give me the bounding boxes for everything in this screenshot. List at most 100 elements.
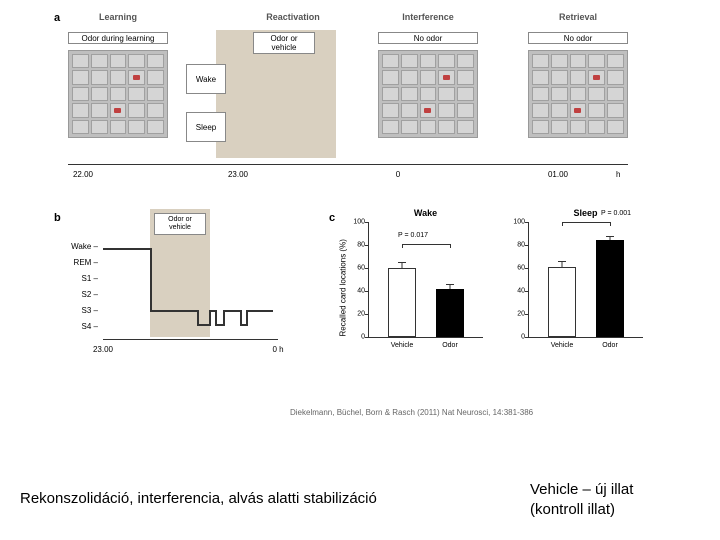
y-tick: 60: [505, 265, 525, 272]
panel-b-label: b: [54, 212, 61, 224]
card-cell: [438, 103, 455, 117]
y-tick-mark: [525, 222, 528, 223]
card-cell: [91, 87, 108, 101]
card-cell: [382, 70, 399, 84]
card-cell: [110, 103, 127, 117]
card-cell: [438, 87, 455, 101]
card-cell: [401, 87, 418, 101]
y-tick: 40: [345, 288, 365, 295]
panel-b: b Odor or vehicle Wake –REM –S1 –S2 –S3 …: [68, 217, 298, 372]
card-cell: [420, 103, 437, 117]
bar-label: Vehicle: [551, 342, 574, 349]
y-tick: 0: [505, 334, 525, 341]
condition-box: Odor or vehicle: [253, 32, 315, 54]
card-cell: [588, 87, 605, 101]
caption-right-line2: (kontroll illat): [530, 501, 615, 518]
card-cell: [438, 54, 455, 68]
hypno-stage-label: S3 –: [68, 306, 98, 315]
p-value: P = 0.001: [601, 210, 631, 217]
card-cell: [91, 120, 108, 134]
y-tick-mark: [365, 245, 368, 246]
card-cell: [570, 54, 587, 68]
card-grid: [378, 50, 478, 138]
x-tick: 0: [396, 170, 400, 179]
panel-c-label: c: [329, 212, 335, 224]
card-cell: [532, 103, 549, 117]
card-cell: [382, 120, 399, 134]
y-tick: 80: [505, 242, 525, 249]
card-cell: [532, 120, 549, 134]
p-bracket-leg: [610, 222, 611, 226]
y-tick: 60: [345, 265, 365, 272]
x-unit: h: [616, 170, 620, 179]
condition-box: No odor: [378, 32, 478, 44]
y-tick-mark: [525, 245, 528, 246]
x-tick: 22.00: [73, 170, 93, 179]
card-cell: [72, 120, 89, 134]
card-cell: [110, 70, 127, 84]
card-cell: [420, 54, 437, 68]
card-cell: [72, 70, 89, 84]
card-cell: [532, 87, 549, 101]
card-cell: [128, 120, 145, 134]
bar-label: Vehicle: [391, 342, 414, 349]
card-cell: [128, 70, 145, 84]
card-cell: [72, 54, 89, 68]
card-cell: [401, 54, 418, 68]
card-cell: [382, 103, 399, 117]
card-mark-icon: [443, 75, 450, 80]
bar-label: Odor: [442, 342, 458, 349]
card-cell: [588, 103, 605, 117]
card-mark-icon: [574, 108, 581, 113]
y-tick-mark: [365, 268, 368, 269]
card-cell: [382, 87, 399, 101]
citation-text: Diekelmann, Büchel, Born & Rasch (2011) …: [290, 408, 533, 417]
card-cell: [91, 70, 108, 84]
y-tick-mark: [525, 337, 528, 338]
y-tick-mark: [365, 291, 368, 292]
panel-c: c Recalled card locations (%) Wake020406…: [343, 217, 643, 372]
card-cell: [110, 87, 127, 101]
caption-right-line1: Vehicle – új illat: [530, 481, 633, 498]
y-tick: 20: [505, 311, 525, 318]
y-tick-mark: [365, 222, 368, 223]
condition-box: No odor: [528, 32, 628, 44]
card-cell: [457, 103, 474, 117]
y-tick: 100: [345, 219, 365, 226]
phase-header: Reactivation: [243, 12, 343, 22]
card-cell: [570, 87, 587, 101]
card-cell: [91, 103, 108, 117]
phase-header: Interference: [378, 12, 478, 22]
panel-a-x-axis: [68, 164, 628, 165]
card-cell: [110, 120, 127, 134]
card-mark-icon: [133, 75, 140, 80]
card-cell: [588, 54, 605, 68]
card-cell: [420, 120, 437, 134]
error-cap: [398, 262, 406, 263]
y-axis: [368, 222, 369, 337]
sleep-box: Sleep: [186, 112, 226, 142]
y-tick-mark: [365, 314, 368, 315]
card-cell: [128, 54, 145, 68]
card-cell: [420, 70, 437, 84]
p-value: P = 0.017: [398, 232, 428, 239]
y-tick-mark: [525, 291, 528, 292]
y-tick: 20: [345, 311, 365, 318]
card-cell: [551, 87, 568, 101]
error-cap: [446, 284, 454, 285]
phase-header: Retrieval: [528, 12, 628, 22]
hypno-stage-label: REM –: [68, 258, 98, 267]
y-tick: 100: [505, 219, 525, 226]
card-cell: [128, 87, 145, 101]
card-cell: [607, 120, 624, 134]
card-cell: [72, 87, 89, 101]
card-cell: [457, 120, 474, 134]
card-cell: [457, 87, 474, 101]
p-bracket-leg: [402, 244, 403, 248]
p-bracket-leg: [562, 222, 563, 226]
card-mark-icon: [593, 75, 600, 80]
hypno-stage-label: Wake –: [68, 242, 98, 251]
panel-b-xtick-1: 0 h: [272, 345, 283, 354]
p-bracket: [562, 222, 610, 223]
card-cell: [570, 70, 587, 84]
